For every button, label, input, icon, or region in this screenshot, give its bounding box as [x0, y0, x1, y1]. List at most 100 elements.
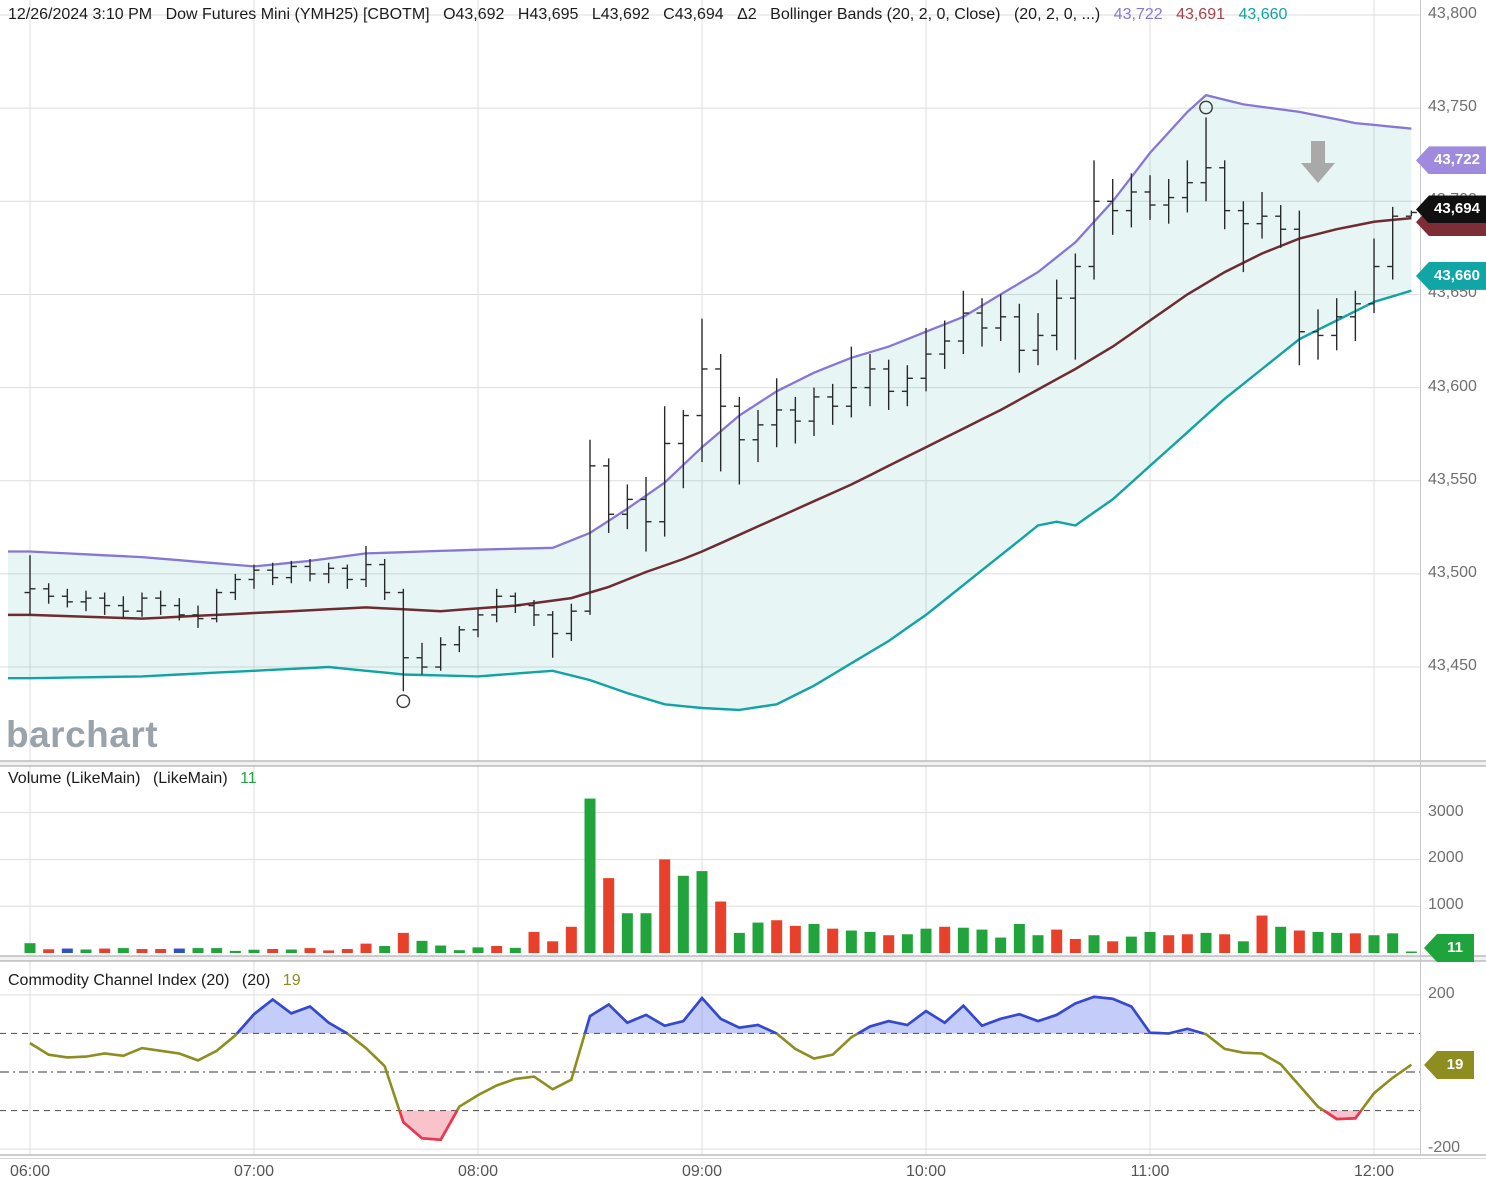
volume-bar [603, 878, 615, 953]
volume-bar [677, 875, 689, 953]
session-circle-marker [1199, 100, 1213, 115]
volume-bar [864, 931, 876, 953]
price-axis-label: 43,600 [1428, 377, 1477, 395]
bollinger-fill [8, 95, 1412, 710]
volume-bar [1032, 935, 1044, 953]
volume-last-value: 11 [240, 770, 257, 787]
volume-panel-title: Volume (LikeMain) (LikeMain) 11 [8, 770, 265, 788]
header-lower-band-value: 43,660 [1238, 6, 1288, 23]
volume-bar [211, 948, 223, 953]
volume-title-params: (LikeMain) [152, 770, 228, 787]
time-axis-label: 10:00 [905, 1163, 947, 1180]
volume-bar [285, 949, 297, 953]
price-bars [24, 117, 1417, 692]
volume-bar [1237, 941, 1249, 953]
volume-bar [1368, 935, 1380, 953]
volume-bar [61, 948, 73, 953]
volume-bar [117, 948, 129, 953]
volume-bar [379, 945, 391, 953]
volume-bar [1144, 931, 1156, 953]
volume-bar [136, 949, 148, 953]
cci-threshold-line [398, 1109, 459, 1142]
price-axis-label: 43,550 [1428, 470, 1477, 488]
cci-threshold-fill [399, 1110, 458, 1140]
header-study-params: (20, 2, 0, ...) [1013, 6, 1101, 23]
header-close: C43,694 [663, 6, 724, 23]
volume-bar [1107, 941, 1119, 953]
volume-bar [43, 949, 55, 953]
time-axis-label: 12:00 [1353, 1163, 1395, 1180]
volume-bar [1275, 926, 1287, 953]
down-arrow-signal-icon [1301, 141, 1336, 183]
bollinger-middle-line [8, 216, 1412, 620]
volume-bar [920, 928, 932, 953]
bollinger-lower-line [8, 289, 1412, 712]
volume-bar [771, 920, 783, 953]
volume-bar [808, 923, 820, 953]
session-circle-marker [396, 694, 411, 709]
volume-bar [1181, 934, 1193, 953]
volume-axis-label: 1000 [1428, 896, 1464, 914]
volume-bar [360, 943, 372, 953]
cci-threshold-fill [237, 999, 348, 1034]
header-upper-band-value: 43,722 [1113, 6, 1163, 23]
cci-threshold-line [857, 995, 1204, 1035]
pill-upper-band: 43,722 [1416, 146, 1486, 175]
volume-bar [173, 948, 185, 953]
cci-threshold-fill [858, 996, 1204, 1034]
volume-bar [1293, 930, 1305, 953]
chart-header: 12/26/2024 3:10 PM Dow Futures Mini (YMH… [8, 6, 1296, 24]
header-timestamp: 12/26/2024 3:10 PM [8, 6, 153, 23]
cci-threshold-line [583, 995, 778, 1035]
volume-bar [1069, 938, 1081, 953]
volume-bar [1312, 931, 1324, 953]
volume-bar [1387, 933, 1399, 953]
time-axis-label: 06:00 [9, 1163, 51, 1180]
volume-bar [1013, 923, 1025, 953]
volume-bar [99, 948, 111, 953]
volume-bar [1200, 932, 1212, 953]
volume-bar [1051, 929, 1063, 953]
time-axis-label: 08:00 [457, 1163, 499, 1180]
time-axis-label: 07:00 [233, 1163, 275, 1180]
cci-last-value: 19 [282, 972, 301, 989]
volume-bar [789, 925, 801, 953]
volume-bar [1256, 915, 1268, 953]
price-axis-label: 43,500 [1428, 563, 1477, 581]
volume-bar [957, 927, 969, 953]
volume-bar [901, 934, 913, 953]
volume-bar [416, 940, 428, 953]
bollinger-bands [8, 93, 1412, 712]
cci-plot [0, 995, 1420, 1142]
header-symbol: Dow Futures Mini (YMH25) [CBOTM] [165, 6, 430, 23]
time-axis-label: 09:00 [681, 1163, 723, 1180]
volume-bar [1349, 933, 1361, 953]
volume-axis-label: 2000 [1428, 849, 1464, 867]
cci-threshold-line [236, 997, 348, 1035]
volume-bar [397, 932, 409, 953]
volume-bar [976, 929, 988, 953]
volume-bar [155, 949, 167, 953]
header-change: Δ2 [737, 6, 757, 23]
price-axis-label: 43,750 [1428, 98, 1477, 116]
volume-bar [267, 949, 279, 953]
panel-separators [0, 0, 1486, 1159]
volume-bar [435, 945, 447, 953]
volume-bar [1163, 935, 1175, 953]
header-study: Bollinger Bands (20, 2, 0, Close) [770, 6, 1001, 23]
volume-bar [883, 935, 895, 953]
volume-bars [24, 798, 1417, 953]
volume-bar [248, 949, 260, 953]
volume-bar [584, 798, 596, 953]
volume-bar [715, 901, 727, 953]
header-open: O43,692 [443, 6, 505, 23]
volume-bar [1088, 935, 1100, 953]
volume-bar [547, 941, 559, 953]
volume-bar [1331, 932, 1343, 953]
volume-bar [472, 947, 484, 953]
cci-threshold-line [1323, 1109, 1363, 1121]
volume-bar [509, 947, 521, 953]
volume-title-label: Volume (LikeMain) [8, 770, 141, 787]
volume-bar [229, 950, 241, 953]
